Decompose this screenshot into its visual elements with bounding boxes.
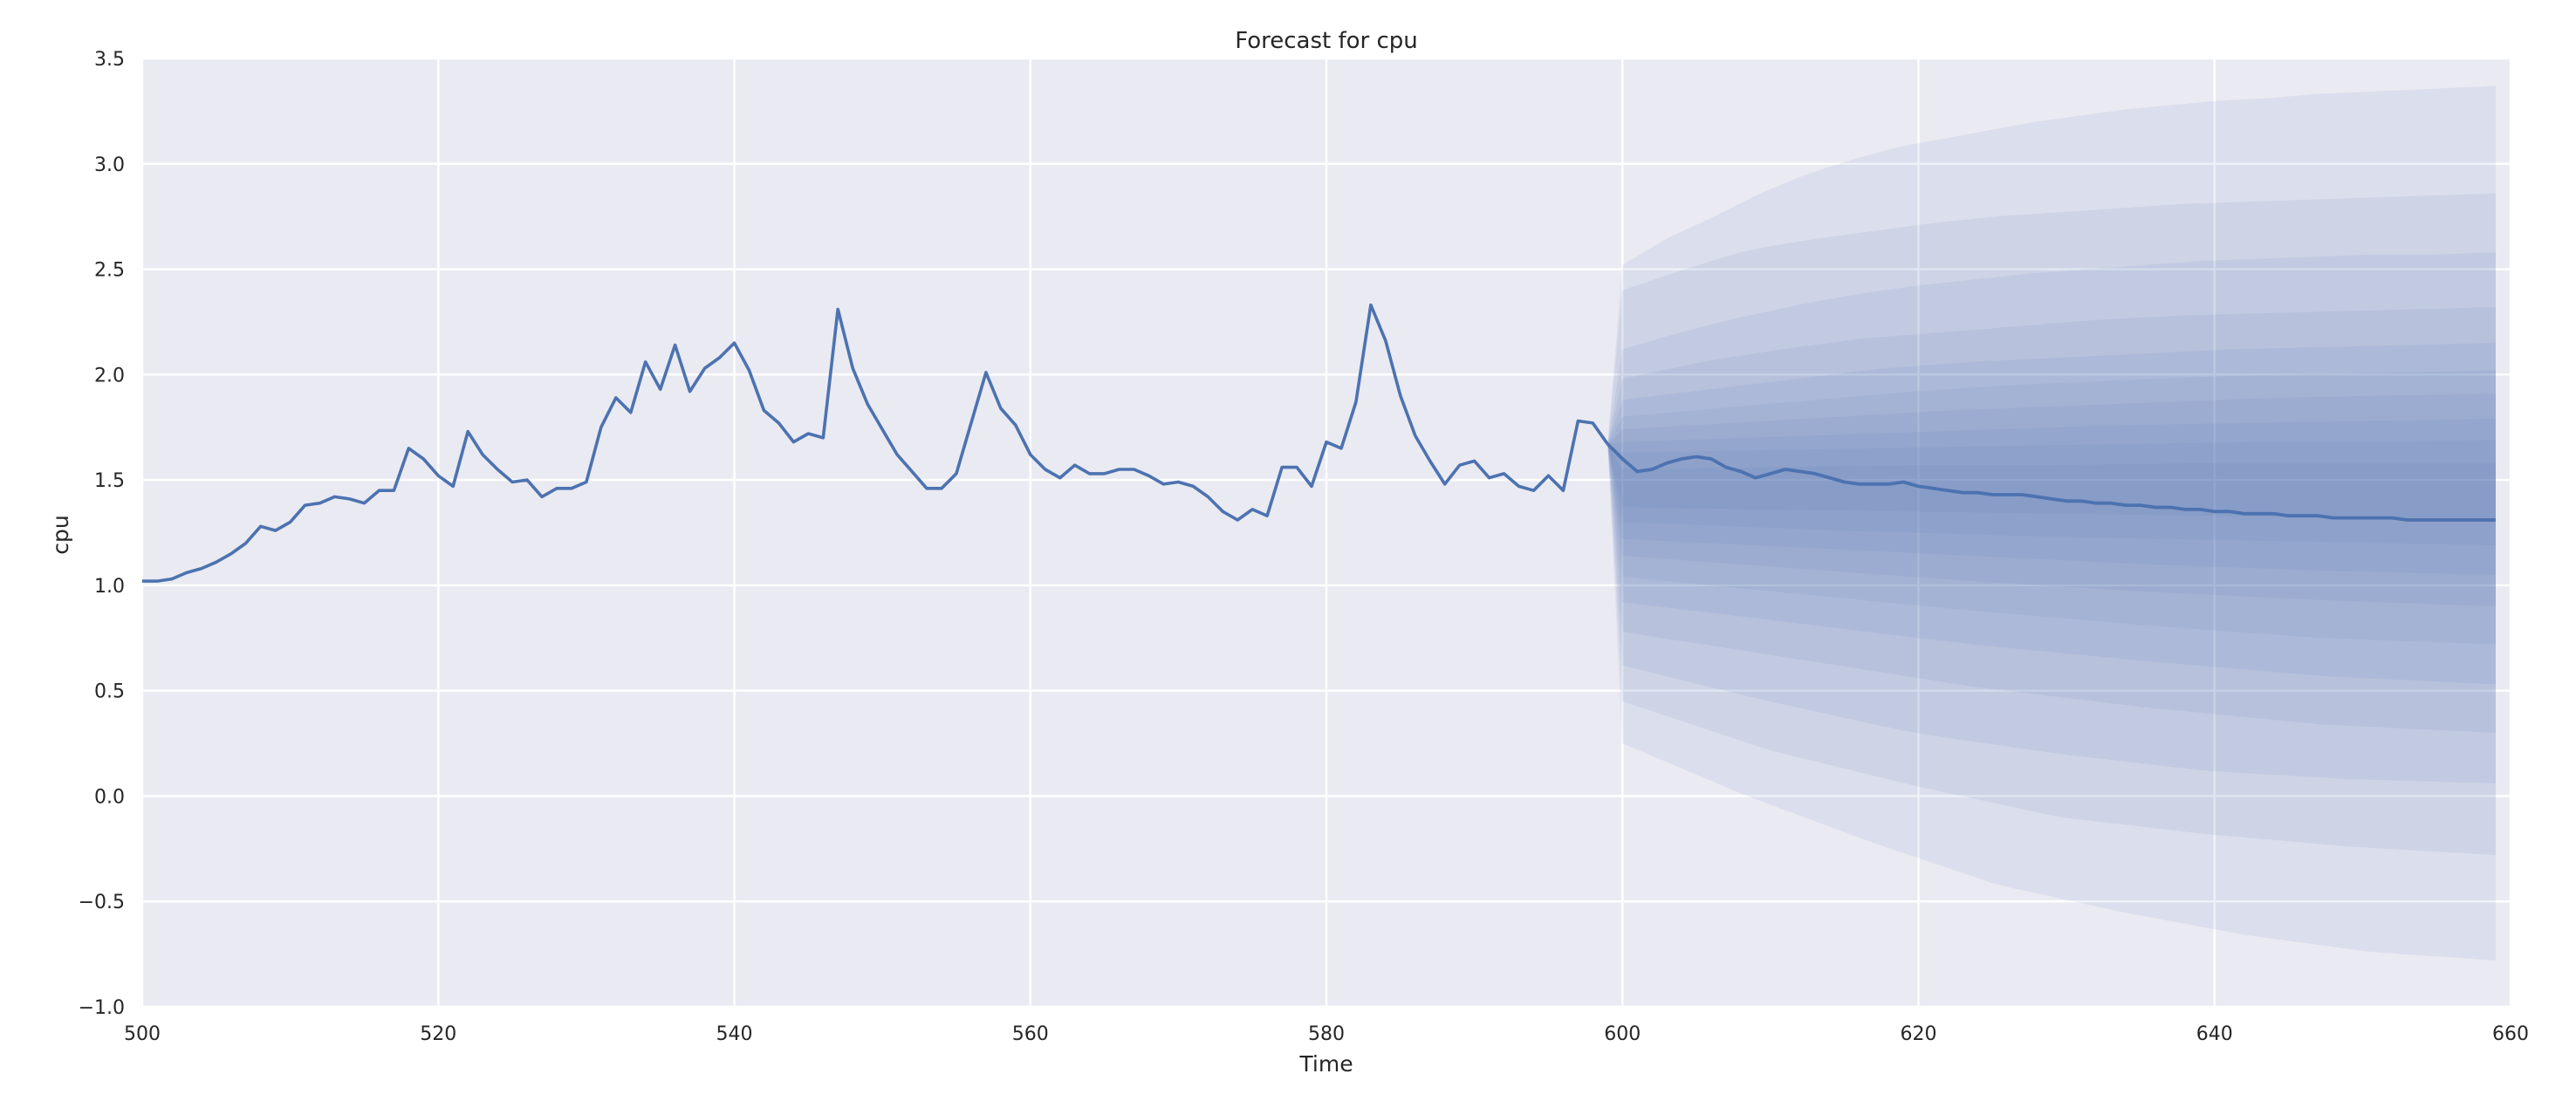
history-series-line	[142, 303, 1609, 583]
x-tick-label: 520	[420, 1023, 456, 1045]
x-tick-label: 540	[716, 1023, 753, 1045]
forecast-interval-bands	[1607, 85, 2496, 961]
chart-title: Forecast for cpu	[1235, 28, 1418, 54]
x-tick-label: 600	[1604, 1023, 1641, 1045]
forecast-band-1	[1607, 85, 2496, 961]
forecast-band-2	[1607, 193, 2496, 856]
y-tick-label: 1.0	[94, 576, 125, 598]
x-tick-label: 500	[124, 1023, 161, 1045]
y-tick-label: −1.0	[79, 997, 125, 1019]
forecast-band-9	[1607, 440, 2496, 545]
forecast-band-6	[1607, 370, 2496, 645]
y-tick-label: 2.0	[94, 365, 125, 386]
y-tick-label: −0.5	[79, 892, 125, 913]
forecast-band-5	[1607, 343, 2496, 685]
forecast-band-8	[1607, 419, 2496, 575]
forecast-band-3	[1607, 252, 2496, 783]
y-tick-label: 0.0	[94, 786, 125, 808]
y-tick-label: 3.5	[94, 49, 125, 71]
y-tick-label: 2.5	[94, 260, 125, 282]
x-tick-label: 620	[1901, 1023, 1937, 1045]
x-tick-label: 560	[1012, 1023, 1049, 1045]
forecast-mean-line	[1606, 442, 2496, 522]
x-tick-label: 660	[2492, 1023, 2529, 1045]
y-tick-label: 0.5	[94, 681, 125, 703]
y-tick-labels: −1.0 −0.5 0.0 0.5 1.0 1.5 2.0 2.5 3.0 3.5	[79, 49, 125, 1019]
forecast-band-10	[1607, 444, 2496, 520]
y-tick-label: 1.5	[94, 470, 125, 492]
x-tick-label: 580	[1308, 1023, 1345, 1045]
x-tick-label: 640	[2196, 1023, 2233, 1045]
forecast-band-4	[1607, 307, 2496, 733]
y-tick-label: 3.0	[94, 154, 125, 176]
x-axis-label: Time	[1298, 1051, 1353, 1077]
y-axis-label: cpu	[48, 515, 73, 554]
grid	[140, 57, 2512, 1009]
x-tick-labels: 500 520 540 560 580 600 620 640 660	[124, 1023, 2529, 1045]
